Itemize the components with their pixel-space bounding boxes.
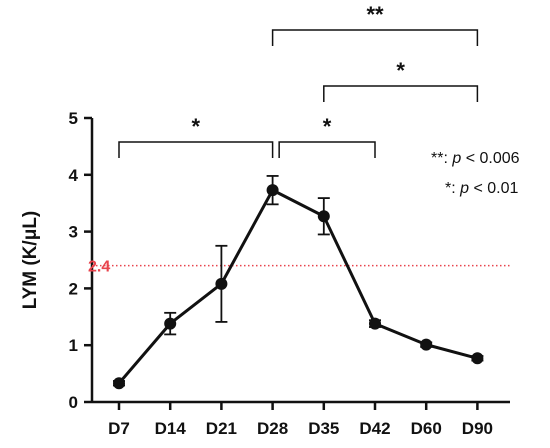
legend-p-symbol: p xyxy=(451,150,461,167)
x-ticks: D7 D14 D21 D28 D35 D42 D60 D90 xyxy=(108,402,493,438)
y-tick-label-1: 1 xyxy=(69,336,78,355)
data-point-d7 xyxy=(113,377,125,390)
legend-threshold: < 0.01 xyxy=(469,180,518,197)
legend-entry-1: **: p < 0.006 xyxy=(431,150,520,167)
data-point-d21 xyxy=(215,277,228,290)
series xyxy=(113,175,484,390)
bracket-d7-d28-label: * xyxy=(192,114,201,139)
series-line xyxy=(117,188,478,385)
data-point-d90 xyxy=(471,352,484,365)
bracket-d28-d90 xyxy=(271,29,479,46)
legend-p-symbol: p xyxy=(459,180,469,197)
x-tick-label-d90: D90 xyxy=(462,419,493,438)
x-tick-label-d28: D28 xyxy=(257,419,288,438)
y-tick-label-4: 4 xyxy=(69,166,79,185)
y-tick-label-3: 3 xyxy=(69,223,78,242)
legend-entry-2: *: p < 0.01 xyxy=(445,180,519,197)
x-tick-label-d21: D21 xyxy=(206,419,237,438)
x-tick-label-d14: D14 xyxy=(155,419,187,438)
x-tick-label-d60: D60 xyxy=(411,419,442,438)
bracket-d7-d28 xyxy=(118,141,274,158)
axes: 0 1 2 3 4 5 D7 D14 D21 D28 D35 D42 D60 D90 LYM (K/μL… xyxy=(20,109,510,438)
legend-threshold: < 0.006 xyxy=(461,150,519,167)
y-axis-title: LYM (K/μL) xyxy=(20,211,41,310)
bracket-d28-d42 xyxy=(278,141,376,158)
bracket-d28-d90-label: ** xyxy=(366,2,384,27)
reference-line-group: 2.4 xyxy=(88,259,510,276)
significance-brackets: * **** xyxy=(118,2,479,158)
data-point-d14 xyxy=(164,317,177,330)
legend-prefix: *: xyxy=(445,180,460,197)
legend: **: p < 0.006*: p < 0.01 xyxy=(431,150,520,197)
bracket-d28-d42-label: * xyxy=(323,114,332,139)
y-tick-label-2: 2 xyxy=(69,279,78,298)
data-point-d42 xyxy=(369,317,381,330)
bracket-d35-d90-label: * xyxy=(396,58,405,83)
y-ticks: 0 1 2 3 4 5 xyxy=(69,109,92,412)
reference-line-label: 2.4 xyxy=(88,259,110,276)
data-point-d28 xyxy=(266,184,279,197)
x-tick-label-d7: D7 xyxy=(108,419,130,438)
data-point-d60 xyxy=(420,338,433,351)
legend-prefix: **: xyxy=(431,150,452,167)
bracket-d35-d90 xyxy=(323,85,479,102)
y-tick-label-0: 0 xyxy=(69,393,78,412)
x-tick-label-d42: D42 xyxy=(359,419,390,438)
x-tick-label-d35: D35 xyxy=(308,419,339,438)
y-tick-label-5: 5 xyxy=(69,109,78,128)
data-point-d35 xyxy=(317,210,330,223)
